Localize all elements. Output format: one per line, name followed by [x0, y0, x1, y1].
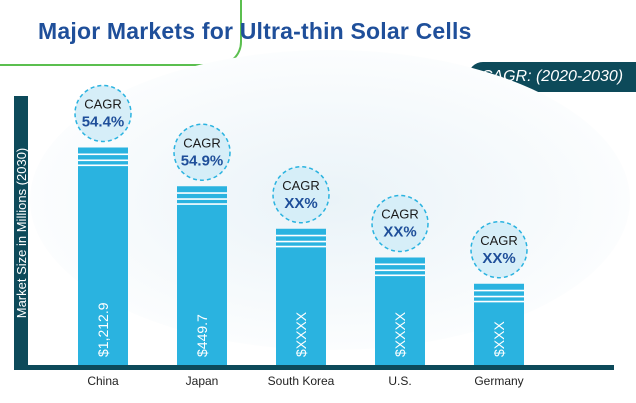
bar-stripe [375, 263, 425, 266]
cagr-bubble [470, 221, 528, 279]
bar-china [78, 147, 128, 365]
bar-stripe [276, 240, 326, 243]
cagr-value: 54.9% [181, 152, 224, 169]
value-label: $1,212.9 [95, 302, 111, 357]
value-label: $XXXX [392, 311, 408, 357]
cagr-value: XX% [383, 224, 416, 241]
bar-south-korea [276, 228, 326, 365]
y-axis-label: Market Size in Millions (2030) [14, 148, 29, 319]
x-tick-label: China [87, 374, 119, 388]
cagr-caption: CAGR [183, 135, 221, 150]
cagr-value: XX% [482, 250, 515, 267]
bar-stripe [78, 164, 128, 167]
bar-stripe [78, 153, 128, 156]
x-axis-line [14, 365, 614, 370]
x-tick-label: Germany [474, 374, 523, 388]
cagr-value: XX% [284, 195, 317, 212]
bar-stripe [276, 234, 326, 237]
bar-stripe [375, 274, 425, 277]
cagr-caption: CAGR [84, 97, 122, 112]
cagr-caption: CAGR [282, 178, 320, 193]
bar-stripe [474, 300, 524, 303]
cagr-bubble [173, 123, 231, 181]
chart-title: Major Markets for Ultra-thin Solar Cells [38, 18, 472, 44]
cagr-bubble [74, 84, 132, 143]
title-underline [0, 0, 242, 66]
bar-stripe [177, 192, 227, 194]
y-axis-bar [14, 96, 28, 370]
value-label: $XXXX [293, 311, 309, 357]
bar-stripe [474, 289, 524, 292]
x-tick-label: Japan [186, 374, 219, 388]
bar-stripe [375, 269, 425, 272]
value-label: $449.7 [194, 314, 210, 357]
bar-japan [177, 186, 227, 365]
x-tick-label: South Korea [268, 374, 335, 388]
bar-stripe [177, 203, 227, 205]
cagr-bubble [272, 166, 330, 224]
bar-stripe [276, 245, 326, 248]
bar-stripe [177, 198, 227, 200]
x-tick-label: U.S. [388, 374, 411, 388]
cagr-caption: CAGR [381, 207, 419, 222]
cagr-bubble [371, 194, 429, 253]
bar-stripe [474, 295, 524, 298]
cagr-caption: CAGR [480, 233, 518, 248]
bar-stripe [78, 159, 128, 162]
value-label: $XXX [491, 321, 507, 357]
cagr-value: 54.4% [82, 114, 125, 131]
